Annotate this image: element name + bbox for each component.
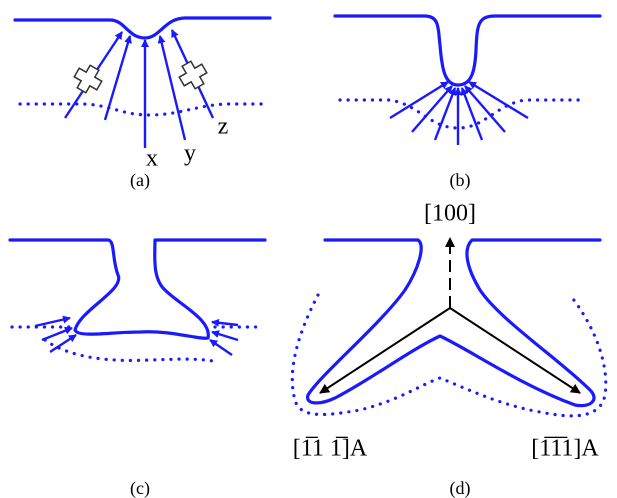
- direction-label: [1̅1 1̅]A: [293, 436, 368, 462]
- panel-label: (d): [450, 478, 471, 498]
- arrow: [105, 36, 130, 120]
- surface: [335, 16, 600, 85]
- arrow: [35, 318, 70, 326]
- arrow-label: z: [218, 114, 229, 140]
- arrow-label: x: [146, 146, 158, 172]
- arrow: [212, 332, 238, 340]
- direction-label: [100]: [424, 201, 476, 227]
- figure: x y z (a) (b) (c) [100] [1̅1 1̅]: [0, 0, 617, 498]
- arrow: [50, 335, 76, 352]
- panel-b: (b): [335, 16, 600, 191]
- panel-label: (c): [130, 478, 150, 498]
- panel-c: (c): [10, 240, 265, 498]
- panel-a: x y z (a): [15, 18, 270, 191]
- blocked-icon: [175, 57, 211, 93]
- arrow-label: y: [184, 141, 196, 167]
- panel-label: (b): [450, 170, 471, 191]
- surface: [15, 18, 270, 38]
- panel-d: [100] [1̅1 1̅]A [1̅1̅1]A (d): [292, 201, 605, 498]
- arrow: [42, 328, 72, 340]
- arrow: [212, 322, 238, 325]
- direction-label: [1̅1̅1]A: [531, 436, 599, 462]
- arrow: [210, 340, 232, 355]
- dotted-front: [340, 100, 585, 128]
- direction-arrow: [320, 308, 450, 393]
- surface: [308, 240, 600, 406]
- panel-label: (a): [130, 170, 150, 191]
